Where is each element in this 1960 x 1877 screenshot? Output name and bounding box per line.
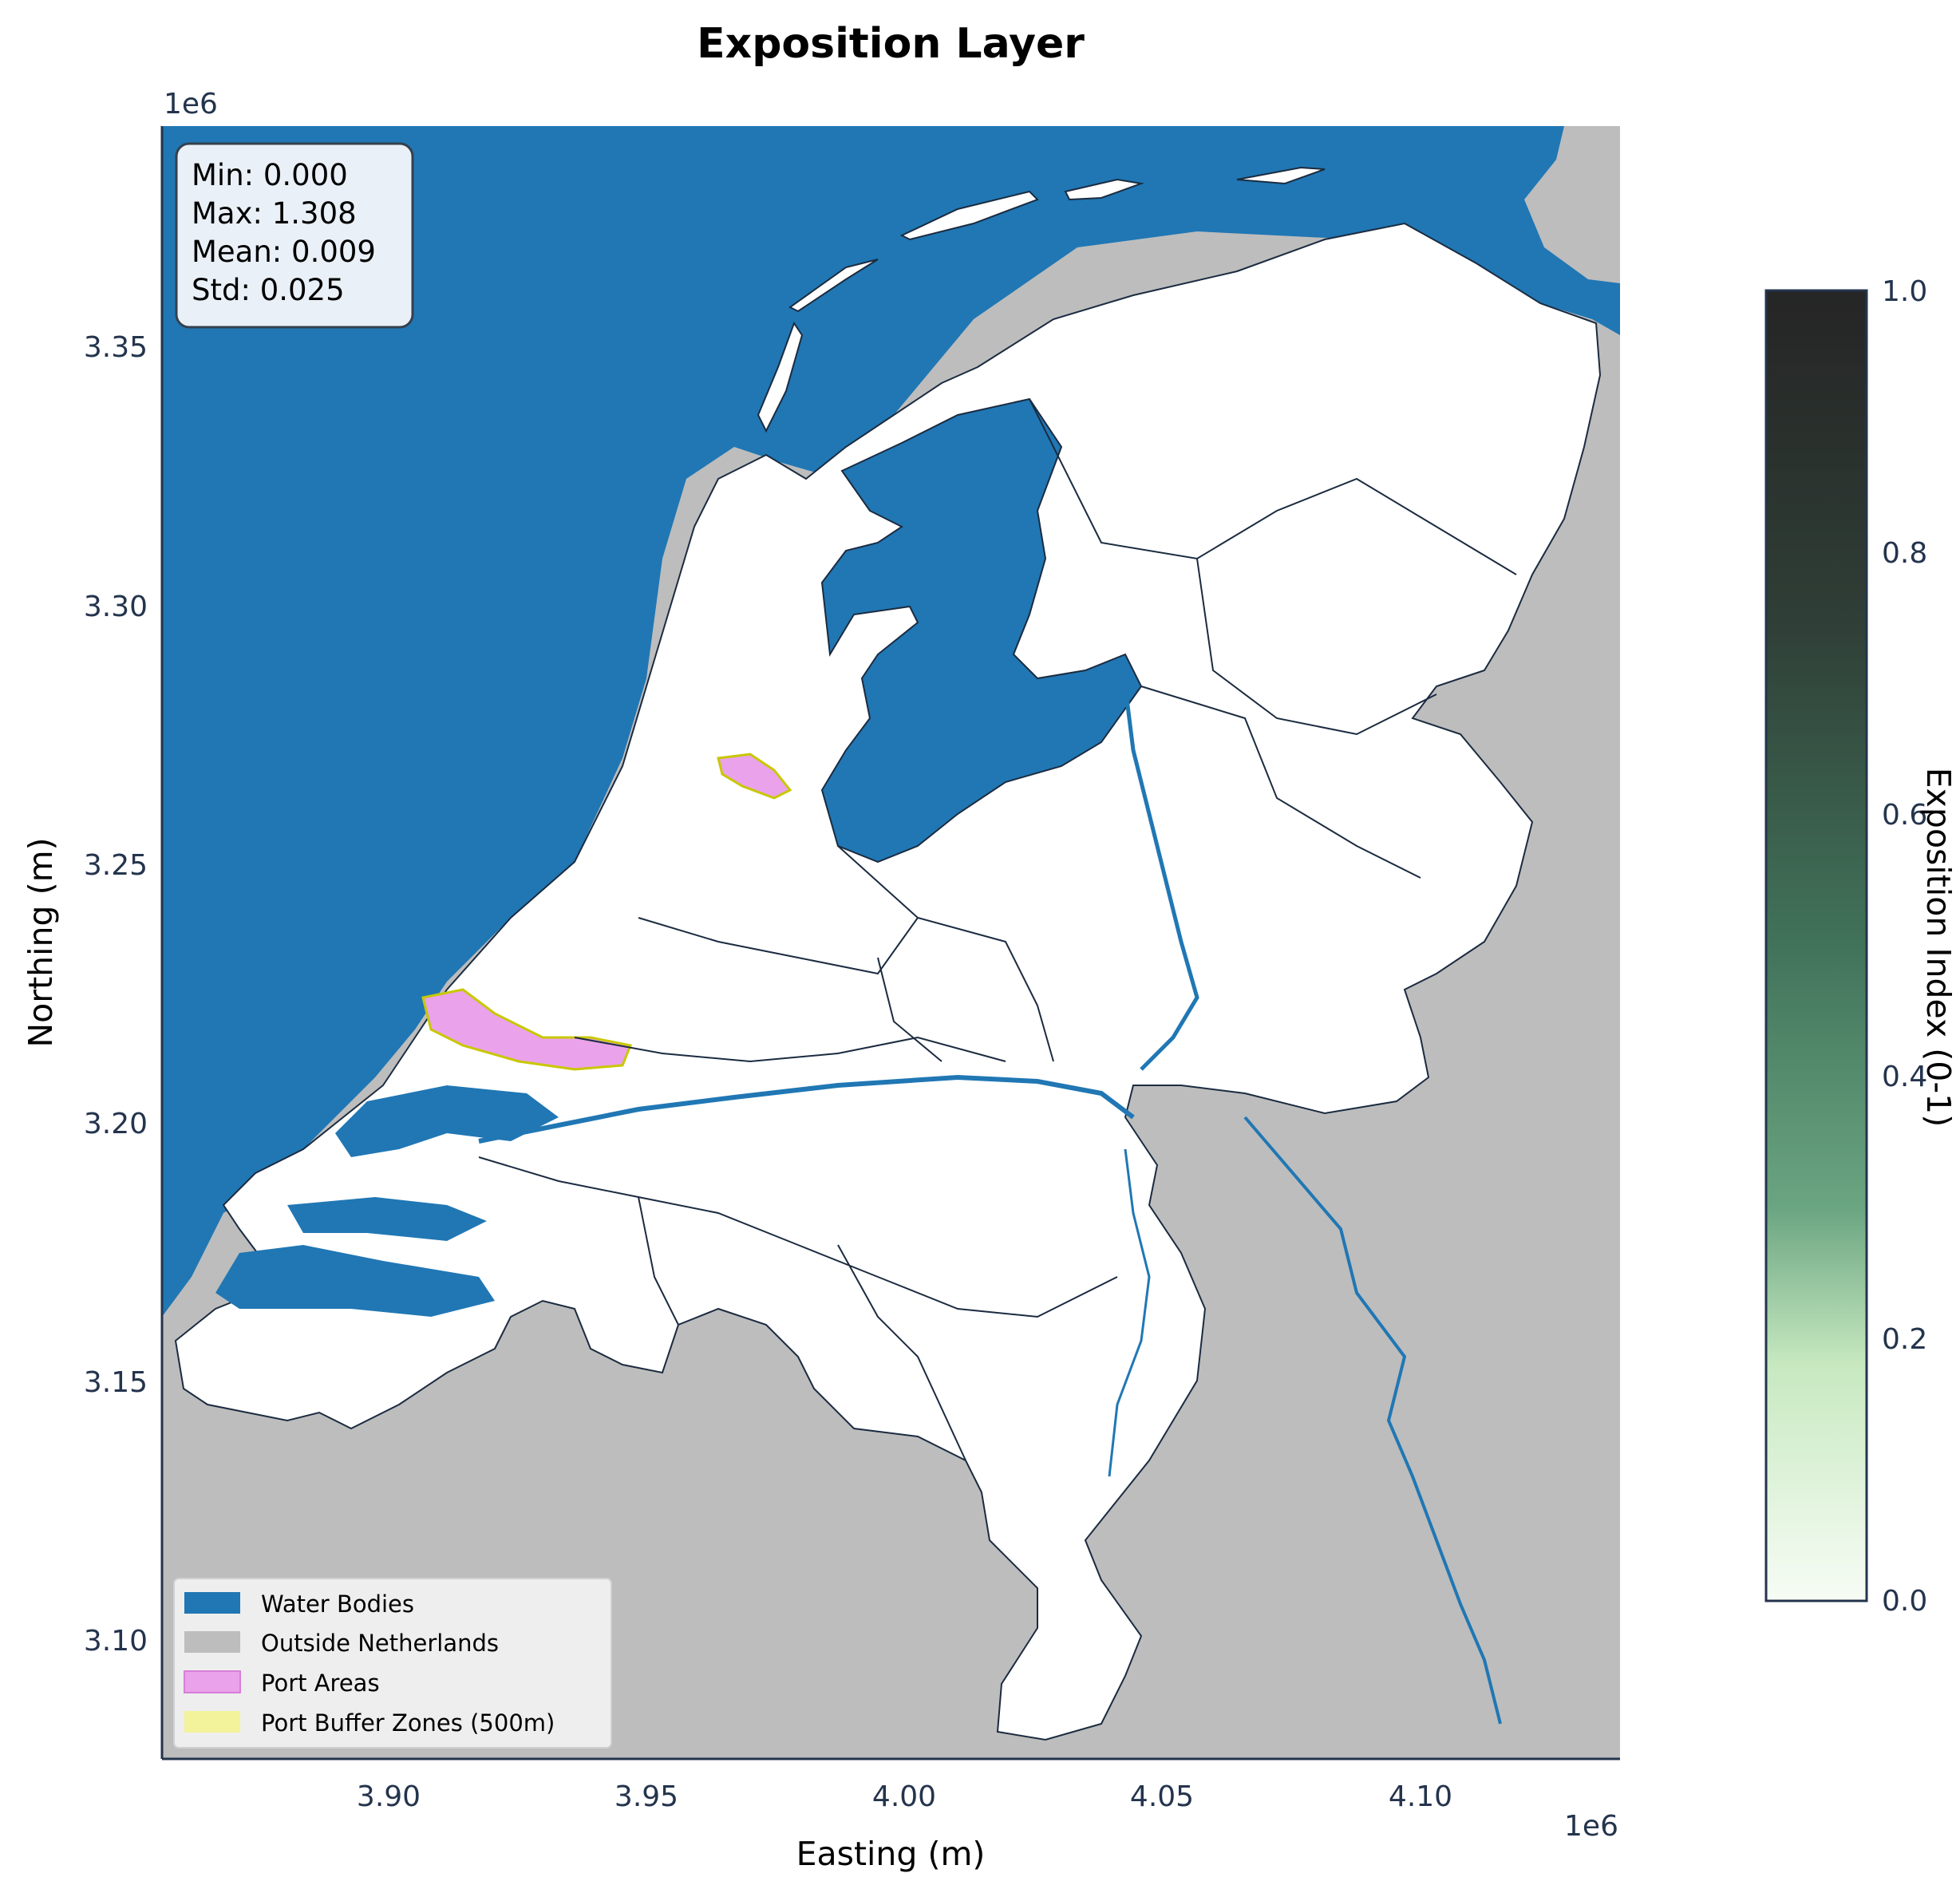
legend-background [173,1578,612,1749]
wadden-island-terschelling [899,190,1039,241]
port-area-amsterdam [717,753,792,800]
y-ticks: 3.35 3.30 3.25 3.20 3.15 3.10 [84,331,148,1658]
y-tick-label: 3.15 [84,1366,148,1399]
wadden-island-ameland [1064,178,1144,201]
map-panel [162,126,1620,1759]
legend-swatch-outside [184,1631,240,1653]
x-tick-label: 4.10 [1389,1780,1452,1813]
delta-waters [335,1085,559,1157]
legend-swatch-buffer [184,1711,240,1733]
colorbar-gradient [1764,289,1868,1602]
colorbar-tick: 0.4 [1882,1061,1927,1093]
colorbar-tick: 0.0 [1882,1585,1927,1618]
legend-swatch-port [184,1670,241,1693]
legend-label-port: Port Areas [261,1670,380,1697]
y-tick-label: 3.10 [84,1625,148,1658]
legend-label-water: Water Bodies [261,1591,414,1618]
colorbar-tick: 0.8 [1882,537,1927,570]
chart-title: Exposition Layer [697,20,1085,68]
river-rhine-germany [1243,1116,1502,1725]
legend-label-buffer: Port Buffer Zones (500m) [261,1709,555,1737]
colorbar-label: Exposition Index (0-1) [1919,768,1958,1127]
y-tick-label: 3.35 [84,331,148,364]
colorbar: 1.0 0.8 0.6 0.4 0.2 0.0 Exposition Index… [1764,275,1958,1618]
colorbar-tick: 0.6 [1882,799,1927,832]
stats-max: Max: 1.308 [192,196,357,231]
wadden-island-texel [757,321,804,433]
x-tick-label: 4.00 [872,1780,936,1813]
ijsselmeer [820,397,1143,863]
port-area-rotterdam [421,988,633,1071]
legend: Water Bodies Outside Netherlands Port Ar… [173,1578,612,1749]
sea-area [162,126,1620,1317]
oosterschelde [287,1197,487,1241]
stats-mean: Mean: 0.009 [192,235,376,269]
netherlands-land [174,222,1602,1741]
river-maas [1108,1148,1151,1477]
stats-std: Std: 0.025 [192,273,345,307]
wadden-island-vlieland [788,259,879,313]
y-tick-label: 3.25 [84,849,148,882]
y-axis-offset: 1e6 [164,88,218,121]
province-boundaries [478,398,1517,1461]
stats-box-background [175,142,414,329]
river-waal [478,1074,1135,1144]
wadden-island-schiermonnikoog [1236,166,1326,185]
stats-box: Min: 0.000 Max: 1.308 Mean: 0.009 Std: 0… [175,142,414,329]
x-tick-label: 3.90 [357,1780,421,1813]
legend-swatch-water [184,1592,240,1614]
x-tick-label: 3.95 [614,1780,678,1813]
x-ticks: 3.90 3.95 4.00 4.05 4.10 [357,1780,1452,1813]
x-axis-label: Easting (m) [796,1835,986,1873]
colorbar-tick: 1.0 [1882,275,1927,308]
stats-min: Min: 0.000 [192,158,348,192]
x-tick-label: 4.05 [1130,1780,1194,1813]
y-tick-label: 3.20 [84,1108,148,1140]
legend-label-outside: Outside Netherlands [261,1630,499,1657]
y-tick-label: 3.30 [84,591,148,623]
river-ijssel [1123,686,1199,1071]
scheldt-estuary [215,1245,495,1317]
x-axis-offset: 1e6 [1564,1810,1618,1843]
colorbar-tick: 0.2 [1882,1323,1927,1356]
y-axis-label: Northing (m) [22,837,60,1047]
